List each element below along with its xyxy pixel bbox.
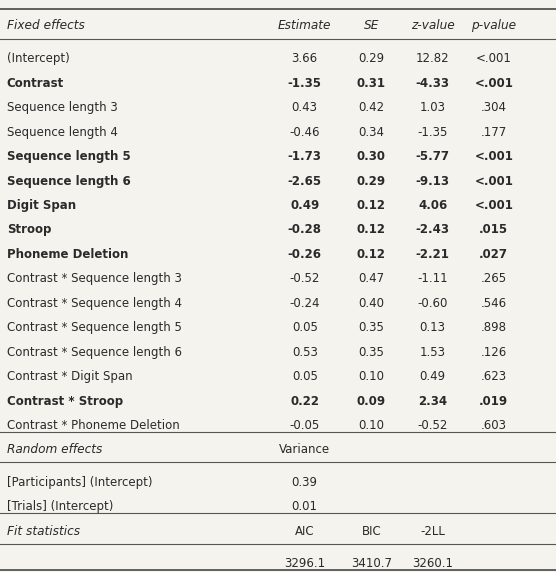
Text: .177: .177	[480, 126, 507, 139]
Text: -1.35: -1.35	[418, 126, 448, 139]
Text: Contrast * Sequence length 5: Contrast * Sequence length 5	[7, 321, 182, 334]
Text: Sequence length 5: Sequence length 5	[7, 150, 131, 163]
Text: .015: .015	[479, 224, 508, 236]
Text: <.001: <.001	[474, 150, 513, 163]
Text: 0.49: 0.49	[420, 370, 445, 383]
Text: .019: .019	[479, 395, 508, 407]
Text: .898: .898	[481, 321, 507, 334]
Text: 12.82: 12.82	[416, 53, 449, 65]
Text: -0.52: -0.52	[290, 272, 320, 285]
Text: 0.39: 0.39	[292, 476, 317, 489]
Text: Contrast * Sequence length 6: Contrast * Sequence length 6	[7, 345, 182, 359]
Text: 3296.1: 3296.1	[284, 557, 325, 570]
Text: -0.52: -0.52	[418, 419, 448, 432]
Text: SE: SE	[364, 19, 379, 32]
Text: 0.49: 0.49	[290, 199, 319, 212]
Text: -9.13: -9.13	[415, 174, 450, 188]
Text: 0.10: 0.10	[359, 370, 384, 383]
Text: .027: .027	[479, 248, 508, 261]
Text: -1.35: -1.35	[287, 77, 322, 90]
Text: 0.42: 0.42	[359, 101, 384, 114]
Text: Stroop: Stroop	[7, 224, 51, 236]
Text: .623: .623	[481, 370, 507, 383]
Text: 0.47: 0.47	[359, 272, 384, 285]
Text: Fit statistics: Fit statistics	[7, 525, 80, 538]
Text: 0.34: 0.34	[359, 126, 384, 139]
Text: 4.06: 4.06	[418, 199, 447, 212]
Text: -0.46: -0.46	[290, 126, 320, 139]
Text: -0.24: -0.24	[290, 297, 320, 310]
Text: 3260.1: 3260.1	[412, 557, 453, 570]
Text: 0.12: 0.12	[357, 224, 386, 236]
Text: 0.31: 0.31	[357, 77, 386, 90]
Text: 0.12: 0.12	[357, 199, 386, 212]
Text: Fixed effects: Fixed effects	[7, 19, 85, 32]
Text: .265: .265	[481, 272, 507, 285]
Text: z-value: z-value	[411, 19, 454, 32]
Text: .126: .126	[480, 345, 507, 359]
Text: 3.66: 3.66	[292, 53, 317, 65]
Text: -0.05: -0.05	[290, 419, 320, 432]
Text: 0.29: 0.29	[359, 53, 384, 65]
Text: <.001: <.001	[474, 77, 513, 90]
Text: 0.05: 0.05	[292, 321, 317, 334]
Text: (Intercept): (Intercept)	[7, 53, 70, 65]
Text: -2.43: -2.43	[415, 224, 450, 236]
Text: -2.65: -2.65	[287, 174, 322, 188]
Text: Contrast * Sequence length 3: Contrast * Sequence length 3	[7, 272, 182, 285]
Text: p-value: p-value	[471, 19, 517, 32]
Text: 0.35: 0.35	[359, 345, 384, 359]
Text: -2LL: -2LL	[420, 525, 445, 538]
Text: [Participants] (Intercept): [Participants] (Intercept)	[7, 476, 152, 489]
Text: 0.35: 0.35	[359, 321, 384, 334]
Text: -0.26: -0.26	[287, 248, 322, 261]
Text: -5.77: -5.77	[415, 150, 450, 163]
Text: 0.09: 0.09	[357, 395, 386, 407]
Text: 1.53: 1.53	[420, 345, 445, 359]
Text: -0.28: -0.28	[287, 224, 322, 236]
Text: Sequence length 3: Sequence length 3	[7, 101, 117, 114]
Text: .546: .546	[481, 297, 507, 310]
Text: -0.60: -0.60	[418, 297, 448, 310]
Text: -1.73: -1.73	[288, 150, 321, 163]
Text: -2.21: -2.21	[416, 248, 449, 261]
Text: 0.01: 0.01	[292, 500, 317, 513]
Text: 0.40: 0.40	[359, 297, 384, 310]
Text: Digit Span: Digit Span	[7, 199, 76, 212]
Text: 1.03: 1.03	[420, 101, 445, 114]
Text: 0.22: 0.22	[290, 395, 319, 407]
Text: Contrast * Sequence length 4: Contrast * Sequence length 4	[7, 297, 182, 310]
Text: 0.12: 0.12	[357, 248, 386, 261]
Text: Phoneme Deletion: Phoneme Deletion	[7, 248, 128, 261]
Text: .603: .603	[481, 419, 507, 432]
Text: 2.34: 2.34	[418, 395, 447, 407]
Text: 0.05: 0.05	[292, 370, 317, 383]
Text: <.001: <.001	[474, 199, 513, 212]
Text: <.001: <.001	[476, 53, 512, 65]
Text: BIC: BIC	[361, 525, 381, 538]
Text: 0.29: 0.29	[357, 174, 386, 188]
Text: <.001: <.001	[474, 174, 513, 188]
Text: -1.11: -1.11	[417, 272, 448, 285]
Text: Estimate: Estimate	[278, 19, 331, 32]
Text: 0.30: 0.30	[357, 150, 386, 163]
Text: Contrast * Stroop: Contrast * Stroop	[7, 395, 123, 407]
Text: 3410.7: 3410.7	[351, 557, 392, 570]
Text: .304: .304	[481, 101, 507, 114]
Text: Sequence length 4: Sequence length 4	[7, 126, 117, 139]
Text: Contrast * Phoneme Deletion: Contrast * Phoneme Deletion	[7, 419, 180, 432]
Text: 0.10: 0.10	[359, 419, 384, 432]
Text: 0.53: 0.53	[292, 345, 317, 359]
Text: AIC: AIC	[295, 525, 315, 538]
Text: Sequence length 6: Sequence length 6	[7, 174, 131, 188]
Text: Contrast * Digit Span: Contrast * Digit Span	[7, 370, 132, 383]
Text: Contrast: Contrast	[7, 77, 64, 90]
Text: -4.33: -4.33	[415, 77, 450, 90]
Text: 0.13: 0.13	[420, 321, 445, 334]
Text: Random effects: Random effects	[7, 443, 102, 456]
Text: Variance: Variance	[279, 443, 330, 456]
Text: 0.43: 0.43	[292, 101, 317, 114]
Text: [Trials] (Intercept): [Trials] (Intercept)	[7, 500, 113, 513]
